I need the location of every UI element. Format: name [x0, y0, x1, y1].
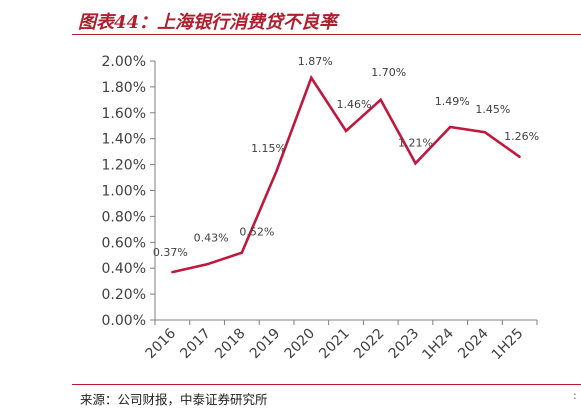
data-point [414, 162, 417, 165]
y-tick-label: 0.60% [102, 235, 146, 251]
x-tick-label: 2017 [177, 326, 214, 363]
data-label: 1.49% [435, 95, 470, 108]
data-label: 1.21% [398, 136, 433, 149]
y-tick-label: 0.20% [102, 287, 146, 303]
y-tick-label: 0.80% [102, 209, 146, 225]
y-tick-label: 0.40% [102, 261, 146, 277]
data-label: 1.15% [251, 142, 286, 155]
x-tick-label: 1H24 [419, 325, 457, 363]
source-note: 来源：公司财报，中泰证券研究所 [80, 392, 268, 407]
data-point [275, 169, 278, 173]
data-label: 1.45% [475, 103, 510, 116]
data-label: 0.43% [194, 231, 229, 244]
x-tick-label: 2018 [212, 326, 249, 363]
data-label: 1.70% [371, 66, 406, 79]
data-point [344, 129, 348, 133]
x-tick-label: 2021 [316, 326, 353, 363]
title-divider [72, 34, 581, 35]
data-point [171, 270, 174, 274]
data-label: 0.52% [239, 226, 274, 239]
x-tick-label: 2016 [143, 325, 180, 362]
y-tick-label: 2.00% [102, 54, 146, 70]
data-label: 1.26% [504, 130, 539, 143]
x-tick-label: 2024 [455, 325, 492, 362]
y-tick-label: 1.40% [102, 132, 146, 148]
line-chart: 0.00% 0.20% 0.40% 0.60% 0.80% 1.00% 1.20% 1.40%… [102, 54, 540, 364]
data-point [483, 131, 487, 134]
data-label: 0.37% [153, 246, 188, 259]
data-point [448, 125, 452, 129]
x-tick-label: 2022 [351, 326, 388, 363]
chart-title: 图表44：上海银行消费贷不良率 [78, 12, 338, 33]
footer-divider [72, 384, 581, 385]
page-edge-mark: : [573, 389, 577, 402]
x-tick-label: 2020 [282, 326, 319, 363]
x-tick-label: 2023 [386, 326, 423, 363]
data-point [240, 251, 244, 254]
x-tick-label: 1H25 [489, 326, 527, 364]
y-tick-label: 1.60% [102, 106, 146, 122]
y-tick-label: 0.00% [102, 313, 146, 329]
data-label: 1.46% [337, 98, 372, 111]
y-tick-label: 1.20% [102, 158, 146, 174]
data-point [310, 76, 313, 80]
y-tick-label: 1.00% [102, 184, 146, 200]
figure-header: 图表44：上海银行消费贷不良率 [0, 0, 581, 36]
data-point [379, 98, 382, 102]
y-tick-label: 1.80% [102, 80, 146, 96]
data-point [205, 263, 209, 266]
data-point [518, 155, 521, 159]
x-tick-label: 2019 [247, 326, 284, 363]
data-label: 1.87% [298, 55, 333, 68]
